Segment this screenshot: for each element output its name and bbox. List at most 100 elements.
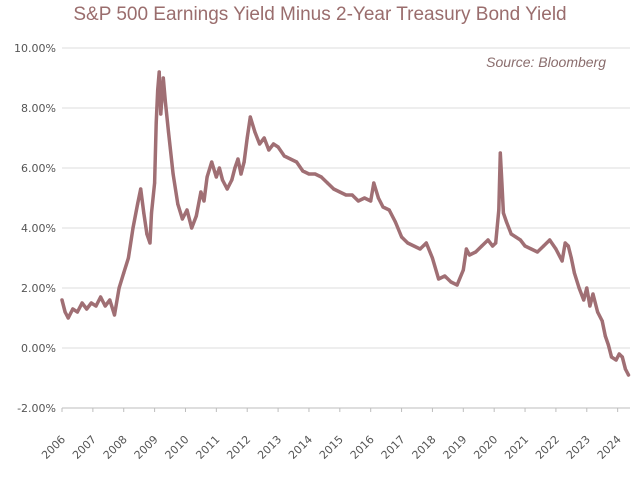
x-tick-label: 2024	[595, 433, 624, 462]
data-point	[620, 355, 624, 359]
data-point	[148, 241, 152, 245]
data-point	[498, 151, 502, 155]
x-tick-label: 2015	[317, 433, 346, 462]
x-tick-label: 2013	[255, 433, 284, 462]
data-point	[350, 193, 354, 197]
data-point	[271, 142, 276, 146]
x-axis-ticks: 2006 2007 2008 2009 2010 2011 2012 2013 2014 2015…	[39, 408, 624, 462]
data-point	[585, 286, 589, 290]
data-point	[267, 148, 271, 152]
data-point	[190, 226, 194, 230]
data-point	[548, 238, 552, 242]
data-point	[60, 298, 64, 302]
data-point	[464, 247, 468, 251]
data-point	[257, 142, 262, 146]
data-point	[253, 130, 257, 134]
data-point	[338, 190, 342, 194]
x-tick-label: 2014	[286, 433, 315, 462]
y-tick-label: 8.00%	[21, 102, 56, 115]
data-point	[569, 256, 573, 260]
data-point	[225, 187, 229, 191]
data-point	[606, 343, 610, 347]
data-point	[71, 307, 75, 311]
data-point	[376, 196, 381, 200]
x-tick-label: 2008	[101, 433, 130, 462]
data-point	[509, 232, 513, 236]
data-point	[491, 244, 495, 248]
data-point	[595, 310, 600, 314]
data-point	[98, 295, 103, 299]
data-point	[248, 115, 252, 119]
data-point	[514, 235, 518, 239]
data-point	[393, 220, 397, 224]
data-point	[157, 70, 161, 74]
data-point	[205, 175, 209, 179]
data-point	[623, 367, 627, 371]
data-point	[582, 298, 586, 302]
data-point	[230, 178, 234, 182]
data-point	[171, 172, 175, 176]
data-point	[332, 187, 336, 191]
data-point	[145, 232, 149, 236]
source-note: Source: Bloomberg	[486, 54, 606, 70]
data-point	[563, 241, 567, 245]
data-point	[372, 181, 376, 185]
chart-title: S&P 500 Earnings Yield Minus 2-Year Trea…	[73, 4, 567, 25]
data-point	[369, 199, 373, 203]
data-point	[199, 190, 203, 194]
data-point	[282, 154, 286, 158]
data-point	[541, 244, 546, 248]
data-point	[418, 247, 422, 251]
data-point	[560, 259, 564, 263]
data-point	[424, 241, 428, 245]
data-point	[307, 172, 311, 176]
data-point	[242, 160, 246, 164]
data-point	[159, 112, 163, 116]
y-tick-label: 0.00%	[21, 342, 56, 355]
y-tick-label: 2.00%	[21, 282, 56, 295]
data-point	[276, 145, 280, 149]
data-point	[494, 241, 498, 245]
data-point	[63, 310, 67, 314]
data-point	[131, 226, 135, 230]
data-point	[313, 172, 317, 176]
data-point	[362, 196, 367, 200]
data-point	[504, 220, 509, 224]
data-point	[217, 166, 222, 170]
data-point	[356, 199, 360, 203]
data-point	[572, 271, 577, 275]
data-point	[194, 214, 198, 218]
data-point	[626, 373, 631, 377]
data-point	[497, 208, 501, 212]
data-point	[94, 304, 98, 308]
data-point	[344, 193, 348, 197]
data-point	[142, 211, 146, 215]
data-point	[319, 175, 323, 179]
x-tick-label: 2016	[348, 433, 377, 462]
data-point	[554, 247, 558, 251]
data-point	[486, 238, 490, 242]
data-point	[220, 178, 225, 182]
data-point	[153, 181, 157, 185]
data-point	[154, 121, 158, 125]
x-tick-label: 2023	[564, 433, 593, 462]
data-point	[108, 298, 112, 302]
data-point	[202, 199, 206, 203]
data-point	[176, 202, 180, 206]
data-point	[523, 244, 527, 248]
data-point	[412, 244, 416, 248]
y-tick-label: -2.00%	[17, 402, 56, 415]
data-point	[467, 253, 472, 257]
data-point	[156, 88, 160, 92]
data-point	[529, 247, 533, 251]
data-point	[75, 310, 80, 314]
data-point	[163, 100, 168, 104]
data-point	[301, 169, 305, 173]
data-point	[325, 181, 330, 185]
data-point	[80, 301, 84, 305]
data-point	[387, 208, 391, 212]
data-point	[210, 160, 214, 164]
data-point	[117, 286, 121, 290]
data-point	[443, 274, 447, 278]
data-point	[180, 217, 184, 221]
